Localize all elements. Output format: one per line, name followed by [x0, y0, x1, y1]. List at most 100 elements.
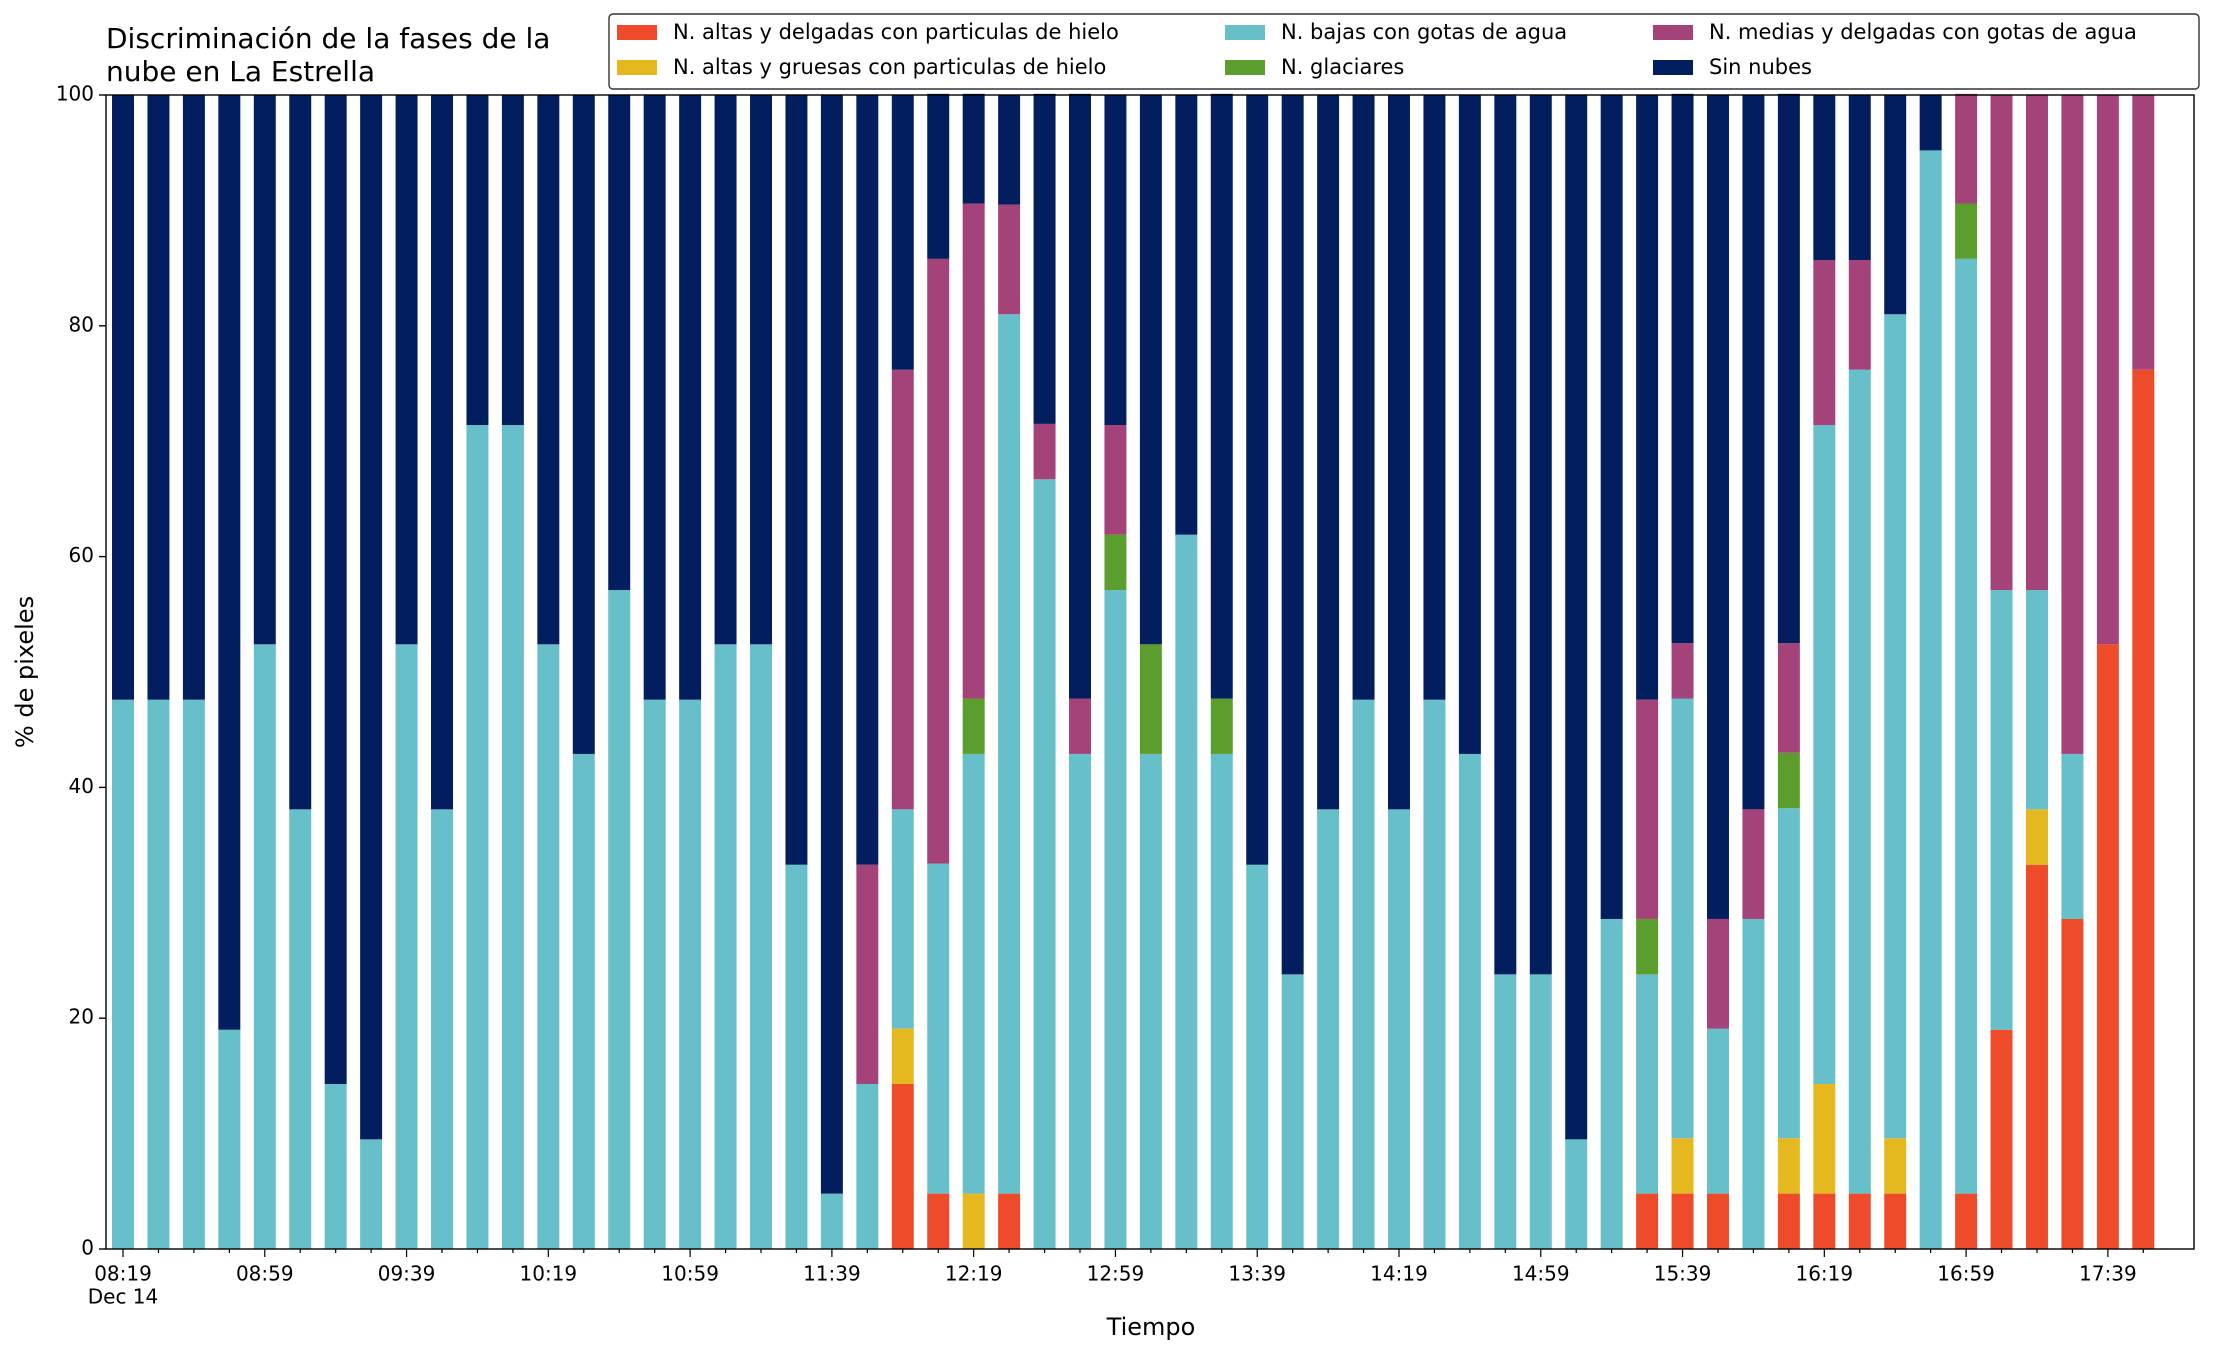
legend-label: N. glaciares [1281, 55, 1404, 79]
x-tick-label: 09:39 [378, 1262, 436, 1286]
bar-segment [643, 95, 666, 700]
bar-segment [431, 809, 453, 1249]
bar-segment [927, 863, 950, 1194]
bar-segment [1636, 95, 1659, 700]
bar-segment [785, 864, 808, 1249]
bar-segment [1636, 974, 1659, 1194]
bar-segment [1742, 809, 1765, 919]
chart-title: Discriminación de la fases de la [106, 22, 550, 55]
bar-segment [891, 1083, 914, 1249]
bar-segment [927, 93, 950, 259]
bar-segment [1671, 93, 1694, 644]
x-tick-label: 10:59 [661, 1262, 719, 1286]
legend-box [608, 13, 2200, 90]
bar-segment [218, 95, 241, 1030]
bar-segment [147, 699, 170, 1249]
bar-segment [1423, 699, 1446, 1249]
bar-segment [360, 1139, 383, 1249]
bar-segment [1317, 809, 1340, 1249]
bar-segment [679, 95, 702, 700]
chart-title: nube en La Estrella [106, 55, 375, 88]
bar-segment [856, 864, 879, 1084]
bar-segment [1175, 534, 1198, 1249]
x-tick-label: 12:59 [1087, 1262, 1145, 1286]
bar-segment [820, 95, 843, 1194]
bar-segment [1246, 864, 1269, 1249]
bar-segment [1033, 479, 1056, 1250]
legend-swatch [617, 60, 657, 75]
bar-segment [1742, 95, 1765, 810]
bar-segment [1210, 753, 1233, 1249]
bar-segment [927, 258, 950, 864]
bar-segment [1281, 95, 1304, 975]
bar-segment [1990, 1029, 2013, 1249]
bar-segment [1281, 974, 1304, 1249]
bar-segment [147, 95, 170, 700]
bar-segment [1600, 95, 1623, 919]
bar-segment [1671, 1138, 1694, 1194]
bar-segment [1813, 260, 1836, 426]
bar-segment [714, 95, 737, 645]
bar-segment [750, 95, 772, 645]
bar-segment [998, 204, 1021, 315]
bar-segment [1458, 753, 1481, 1249]
legend-swatch [1653, 25, 1693, 40]
bar-segment [1565, 95, 1588, 1140]
bar-segment [1636, 699, 1659, 919]
bar-segment [1529, 974, 1552, 1249]
bar-segment [501, 425, 524, 1249]
y-tick-label: 0 [81, 1236, 94, 1260]
legend-label: N. medias y delgadas con gotas de agua [1709, 20, 2137, 44]
bar-segment [1671, 698, 1694, 1139]
bar-segment [1246, 95, 1269, 865]
bar-segment [714, 644, 737, 1249]
legend-label: N. altas y delgadas con particulas de hi… [673, 20, 1119, 44]
x-tick-label: 14:19 [1370, 1262, 1428, 1286]
x-axis-label: Tiempo [1106, 1313, 1196, 1341]
bar-segment [856, 95, 879, 865]
bar-segment [998, 95, 1021, 205]
legend-label: N. bajas con gotas de agua [1281, 20, 1567, 44]
bar-segment [1069, 93, 1091, 699]
bar-segment [1848, 260, 1871, 370]
bar-segment [1884, 314, 1907, 1139]
bar-segment [112, 95, 135, 700]
bar-segment [360, 95, 383, 1140]
legend-swatch [617, 25, 657, 40]
bar-segment [1388, 95, 1410, 810]
bar-segment [289, 809, 312, 1249]
bar-segment [2025, 590, 2048, 810]
bar-segment [608, 590, 631, 1249]
bar-segment [289, 95, 312, 810]
bar-segment [1069, 698, 1091, 754]
bar-segment [1919, 150, 1942, 1250]
bar-segment [1884, 1193, 1907, 1249]
bar-segment [253, 95, 276, 645]
x-tick-label: 12:19 [945, 1262, 1003, 1286]
bar-segment [1777, 1193, 1800, 1249]
bar-segment [1033, 423, 1056, 480]
bar-segment [572, 753, 595, 1249]
legend-label: Sin nubes [1709, 55, 1812, 79]
bar-segment [324, 1083, 347, 1249]
bar-segment [1955, 258, 1978, 1194]
bar-segment [1848, 1193, 1871, 1249]
bar-segment [1955, 93, 1978, 204]
bar-segment [1104, 95, 1127, 426]
bar-segment [1884, 1138, 1907, 1194]
bar-segment [2096, 644, 2119, 1249]
bar-segment [1813, 1083, 1836, 1194]
bar-segment [998, 1193, 1021, 1249]
bar-segment [1671, 1193, 1694, 1249]
bar-segment [1955, 203, 1978, 259]
plot-frame [105, 94, 2195, 1250]
bar-segment [1139, 644, 1162, 754]
bar-segment [927, 1193, 950, 1249]
bar-segment [1494, 95, 1517, 975]
x-tick-label: 08:59 [236, 1262, 294, 1286]
x-tick-label: 16:59 [1937, 1262, 1995, 1286]
bar-segment [112, 699, 135, 1249]
bar-segment [962, 1193, 985, 1249]
bar-segment [1069, 753, 1091, 1249]
y-tick-label: 60 [69, 543, 94, 567]
